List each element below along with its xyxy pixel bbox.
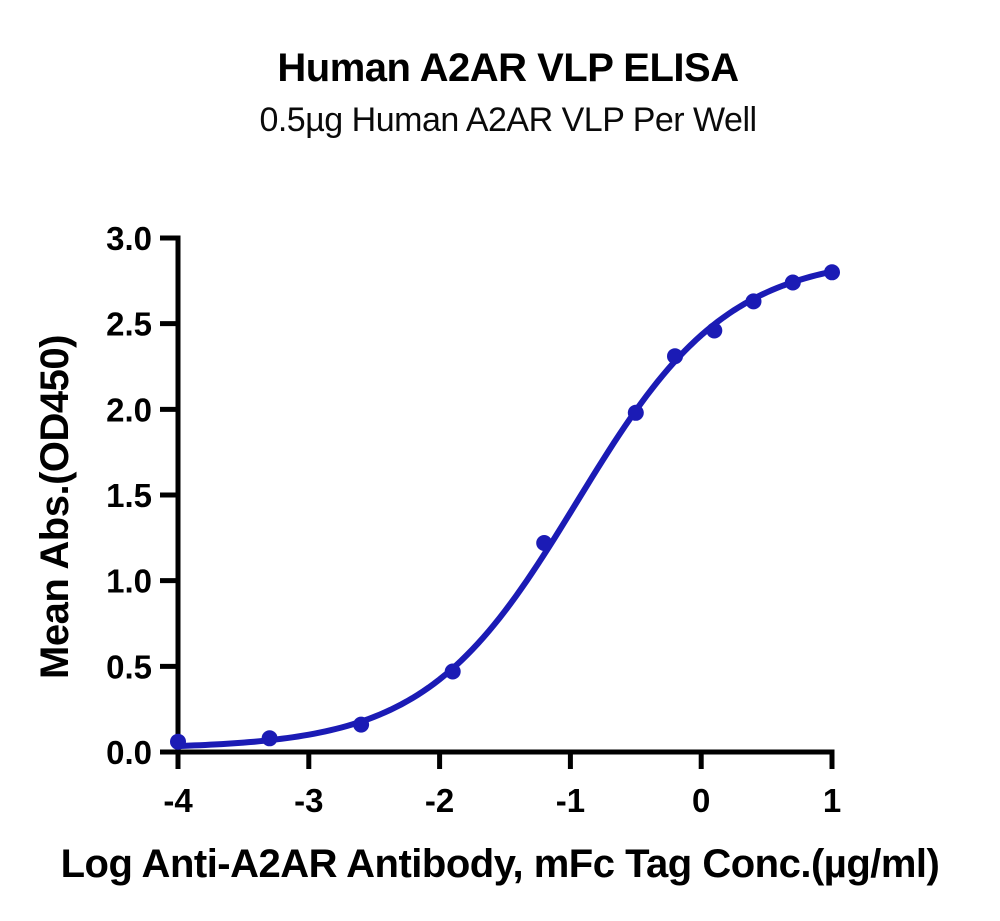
data-point — [444, 663, 461, 680]
chart-title: Human A2AR VLP ELISA — [277, 46, 739, 90]
x-axis-ticks — [175, 752, 835, 769]
data-point — [745, 293, 762, 310]
data-point — [706, 322, 723, 339]
y-tick-label: 0.5 — [106, 648, 152, 685]
y-tick-label: 1.5 — [106, 477, 152, 514]
x-tick-label: -3 — [294, 782, 323, 819]
x-tick-label: -1 — [556, 782, 585, 819]
data-point — [261, 730, 278, 747]
data-point — [784, 274, 801, 291]
fit-curve — [175, 268, 835, 750]
y-tick-label: 2.5 — [106, 306, 152, 343]
y-tick-label: 1.0 — [106, 563, 152, 600]
y-tick-label: 0.0 — [106, 734, 152, 771]
x-axis-title: Log Anti-A2AR Antibody, mFc Tag Conc.(µg… — [61, 842, 940, 886]
data-point — [667, 348, 683, 365]
data-point — [627, 404, 644, 421]
y-tick-label: 2.0 — [106, 391, 152, 428]
x-axis-tick-labels: -4 -3 -2 -1 0 1 — [163, 782, 841, 819]
data-points — [170, 264, 840, 750]
data-point — [536, 535, 553, 551]
x-tick-label: -4 — [163, 782, 193, 819]
x-tick-label: 0 — [692, 782, 710, 819]
y-axis-ticks — [160, 235, 178, 755]
x-tick-label: -2 — [425, 782, 454, 819]
y-axis-tick-labels: 0.0 0.5 1.0 1.5 2.0 2.5 3.0 — [106, 220, 152, 771]
data-point — [353, 716, 370, 733]
data-point — [170, 733, 186, 750]
chart-subtitle: 0.5µg Human A2AR VLP Per Well — [259, 101, 757, 139]
axis-lines — [175, 235, 835, 755]
y-tick-label: 3.0 — [106, 220, 152, 257]
data-point — [824, 264, 840, 281]
x-tick-label: 1 — [823, 782, 841, 819]
y-axis-title: Mean Abs.(OD450) — [33, 335, 77, 679]
